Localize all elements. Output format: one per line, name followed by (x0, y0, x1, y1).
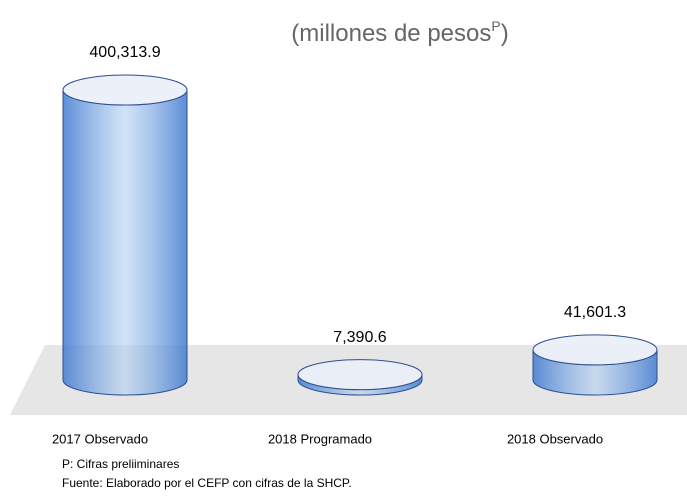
value-label: 7,390.6 (333, 329, 386, 346)
title-superscript: P (491, 18, 500, 34)
x-tick-label: 2018 Programado (268, 431, 372, 446)
cylinder-top (532, 334, 658, 366)
x-tick-label: 2017 Observado (52, 431, 148, 446)
title-text: ) (501, 20, 509, 47)
note: P: Cifras preliiminares (62, 457, 179, 471)
x-tick-label: 2018 Observado (507, 431, 603, 446)
value-label: 41,601.3 (564, 304, 626, 321)
value-label: 400,313.9 (89, 44, 160, 61)
cylinder-top (62, 74, 188, 106)
title-text: (millones de pesos (291, 20, 491, 47)
chart-title: (millones de pesosP) (291, 18, 508, 48)
note: Fuente: Elaborado por el CEFP con cifras… (62, 476, 352, 490)
cylinder-top (297, 359, 423, 391)
cylinder-body (62, 89, 188, 396)
